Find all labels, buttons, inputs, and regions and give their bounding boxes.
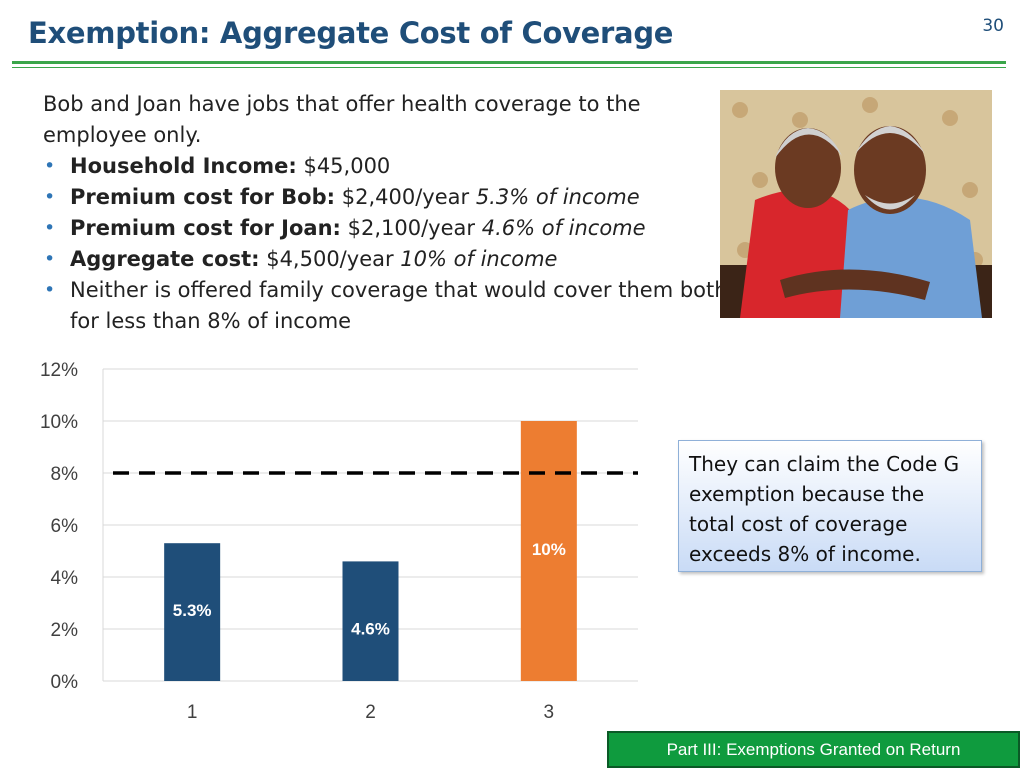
bullet-value: $4,500/year [259,247,401,271]
bullet-household-income: • Household Income: $45,000 [43,151,733,182]
bar [164,543,221,681]
y-tick-label: 2% [51,620,79,641]
bullet-value: Neither is offered family coverage that … [70,278,728,333]
bullet-note: 5.3% of income [475,185,640,209]
slide-body: Bob and Joan have jobs that offer health… [43,89,733,337]
intro-text: Bob and Joan have jobs that offer health… [43,92,641,147]
bullet-family-coverage: • Neither is offered family coverage that… [43,275,733,337]
bullet-premium-bob: • Premium cost for Bob: $2,400/year 5.3% … [43,182,733,213]
callout-code: Code G [886,452,960,476]
bar-data-label: 4.6% [351,619,390,638]
x-tick-label: 2 [365,702,376,723]
bullet-note: 4.6% of income [481,216,646,240]
y-tick-label: 12% [40,360,78,381]
bullet-label: Aggregate cost: [70,247,260,271]
bar-data-label: 5.3% [173,601,212,620]
y-tick-label: 4% [51,568,79,589]
bar [342,561,399,681]
slide-title: Exemption: Aggregate Cost of Coverage [28,16,674,50]
y-tick-label: 8% [51,464,79,485]
page-number: 30 [982,16,1004,36]
bullet-dot: • [44,279,56,301]
bar [520,421,577,681]
x-tick-label: 1 [187,702,198,723]
cost-bar-chart: 0% 2% 4% 6% 8% 10% 12% 5.3% 1 4.6% 2 10% 3 [40,360,638,723]
bullet-label: Premium cost for Joan: [70,216,341,240]
bullet-list: • Household Income: $45,000 • Premium cost… [43,151,733,337]
code-g-callout: They can claim the Code G exemption beca… [678,440,982,572]
couple-photo [720,90,992,318]
callout-text-before: They can claim the [689,452,887,476]
header-rule-thin [12,67,1006,68]
bullet-value: $45,000 [296,154,391,178]
bullet-dot: • [44,248,56,270]
bullet-label: Household Income: [70,154,297,178]
bullet-label: Premium cost for Bob: [70,185,336,209]
bullet-premium-joan: • Premium cost for Joan: $2,100/year 4.6%… [43,213,733,244]
x-tick-label: 3 [544,702,555,723]
bullet-note: 10% of income [400,247,558,271]
y-tick-label: 0% [51,672,79,693]
bullet-dot: • [44,155,56,177]
bullet-value: $2,100/year [340,216,482,240]
bar-data-label: 10% [532,540,566,559]
y-tick-label: 6% [51,516,79,537]
couple-photo-illustration [720,90,992,318]
section-badge: Part III: Exemptions Granted on Return [607,731,1020,768]
y-tick-label: 10% [40,412,78,433]
callout-text-after: exemption because the total cost of cove… [689,482,925,566]
bullet-dot: • [44,217,56,239]
bullet-value: $2,400/year [335,185,476,209]
bullet-dot: • [44,186,56,208]
header-rule [12,61,1006,64]
bullet-aggregate-cost: • Aggregate cost: $4,500/year 10% of inco… [43,244,733,275]
